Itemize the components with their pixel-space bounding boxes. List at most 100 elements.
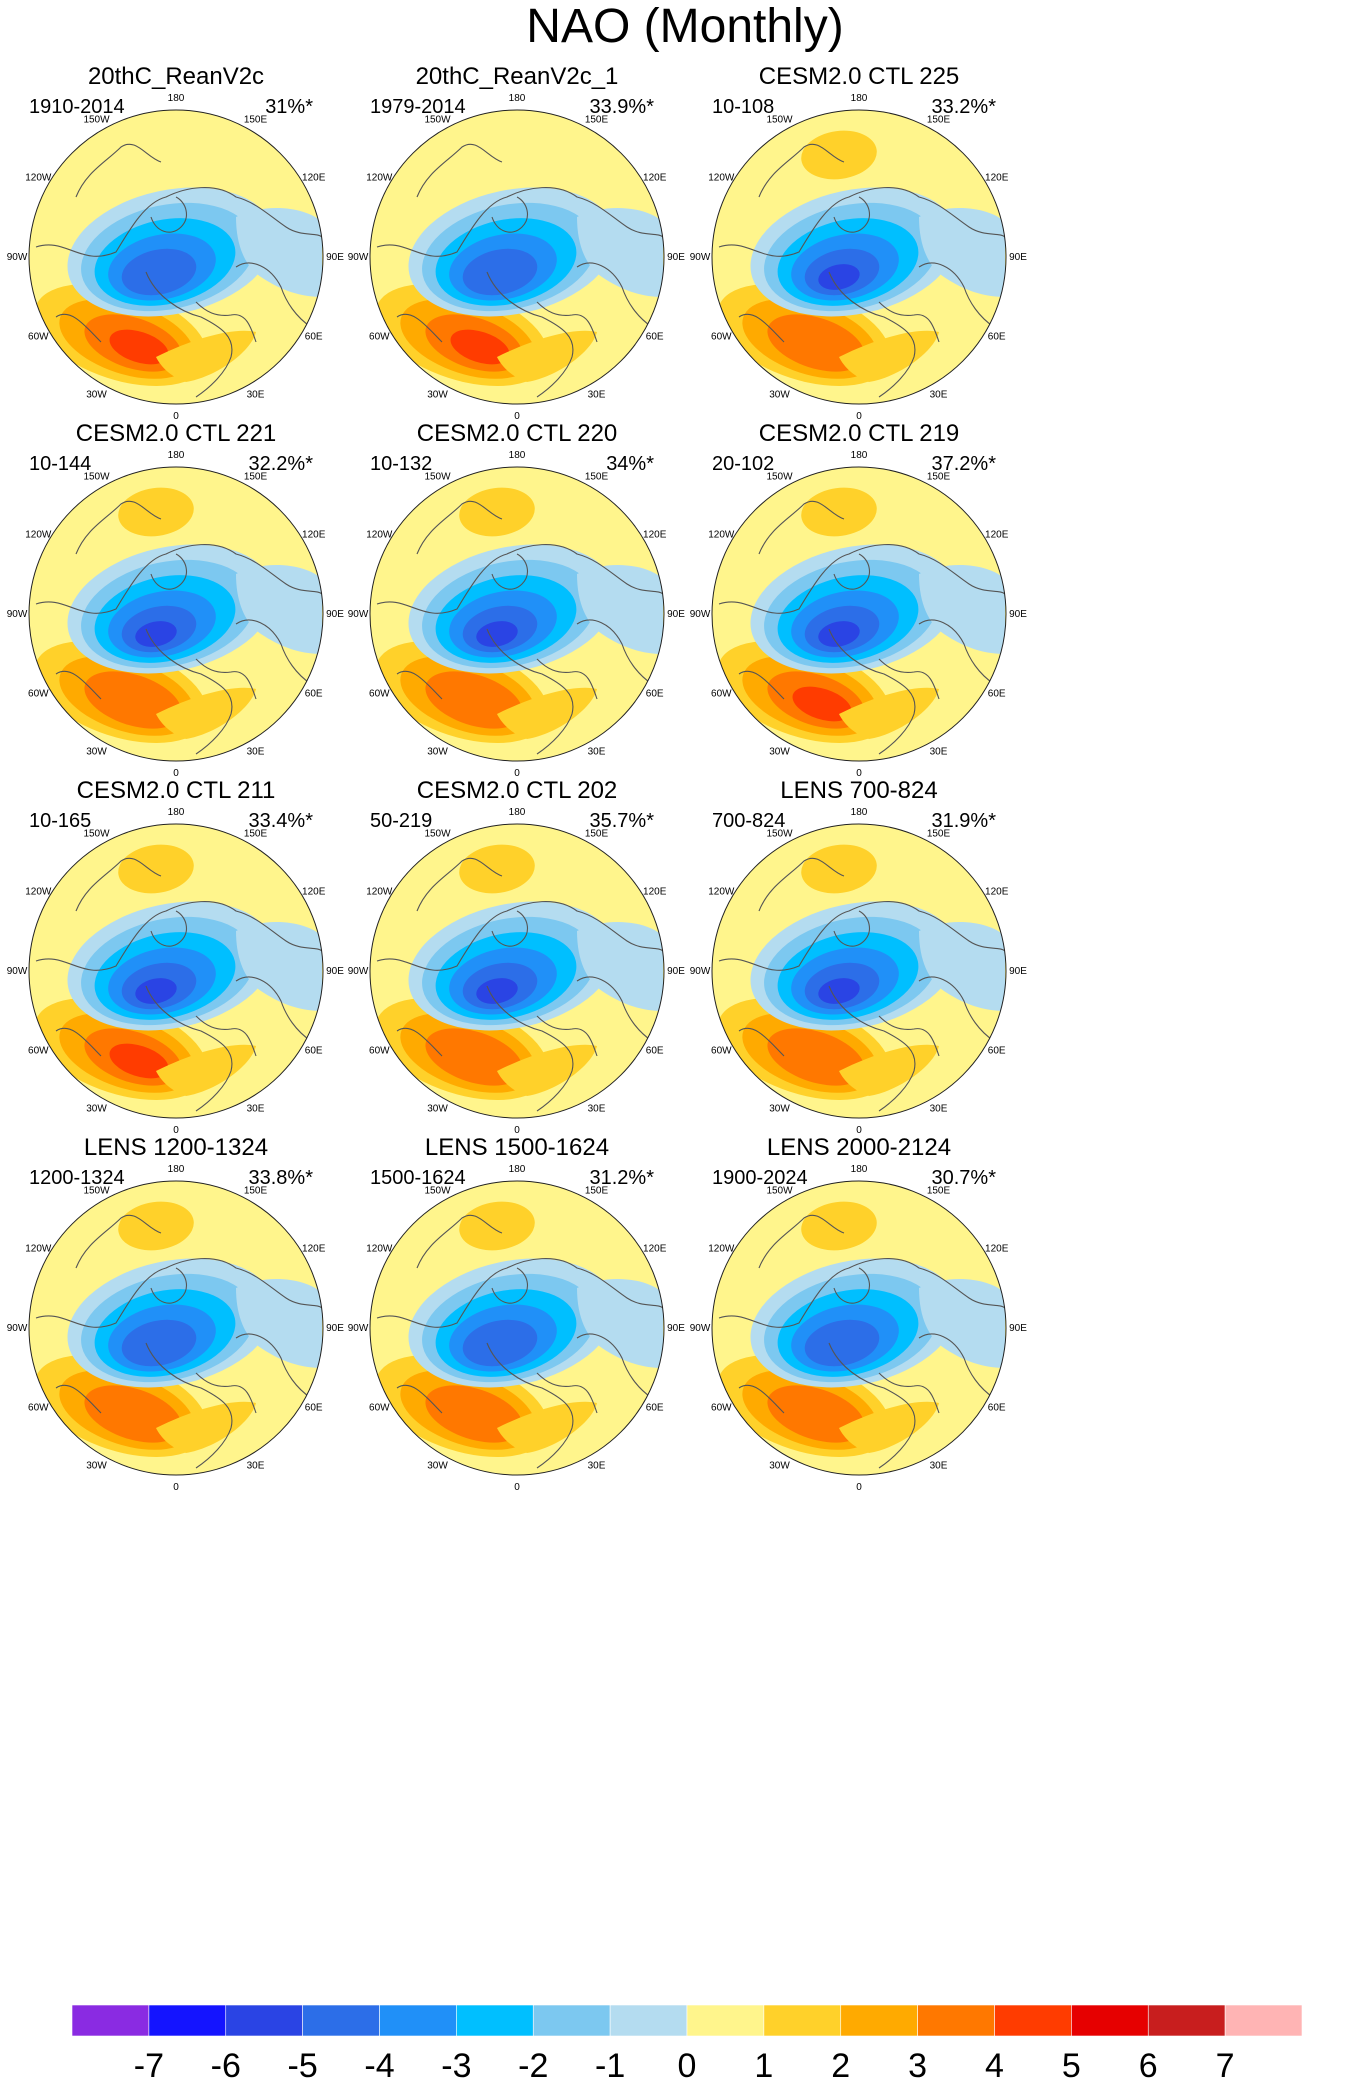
- longitude-label: 60W: [711, 1403, 732, 1414]
- panel-variance: 31.9%*: [932, 810, 997, 832]
- map-panel: 180 150E 120E 90E 60E 30E 0 30W 60W 90W 120W 150W CE…: [7, 777, 345, 1136]
- panel-years: 1979-2014: [370, 96, 466, 118]
- panel-title: LENS 2000-2124: [767, 1134, 951, 1161]
- map-border: [711, 823, 1007, 1119]
- coastline: [878, 1372, 940, 1414]
- longitude-label: 180: [168, 807, 185, 818]
- contour-siberia-negative: [577, 921, 663, 1011]
- colorbar-tick-label: 3: [908, 2047, 927, 2082]
- longitude-label: 30W: [86, 1104, 107, 1115]
- map-border: [369, 1180, 665, 1476]
- map-panel: 180 150E 120E 90E 60E 30E 0 30W 60W 90W 120W 150W CE…: [348, 420, 686, 779]
- coastline: [55, 1027, 102, 1057]
- contour-arctic-negative-6: [135, 621, 177, 647]
- longitude-label: 90E: [326, 609, 344, 620]
- longitude-label: 60W: [28, 1403, 49, 1414]
- colorbar-tick-label: 5: [1062, 2047, 1081, 2082]
- longitude-label: 120W: [708, 173, 735, 184]
- coastline: [235, 262, 312, 328]
- map-body: 180 150E 120E 90E 60E 30E 0 30W 60W 90W 120W 150W: [690, 450, 1028, 779]
- longitude-label: 60W: [28, 1046, 49, 1057]
- longitude-label: 120W: [366, 887, 393, 898]
- map-border: [28, 823, 324, 1119]
- coastline: [416, 857, 503, 912]
- longitude-label: 150W: [766, 828, 793, 839]
- longitude-label: 30E: [588, 390, 606, 401]
- coastline: [35, 900, 323, 971]
- contour-arctic-negative-5: [121, 248, 197, 296]
- panel-years: 1200-1324: [29, 1167, 125, 1189]
- contour-atlantic-positive-4: [109, 329, 169, 365]
- coastline: [145, 985, 233, 1112]
- coastline: [376, 900, 664, 971]
- longitude-label: 30E: [247, 390, 265, 401]
- longitude-label: 180: [168, 450, 185, 461]
- colorbar-swatch: [917, 2004, 995, 2037]
- panel-years: 1500-1624: [370, 1167, 466, 1189]
- coastline: [35, 186, 323, 257]
- contour-siberia-negative: [236, 564, 322, 654]
- longitude-label: 30W: [427, 390, 448, 401]
- panels-group: 180150E120E90E60E30E030W60W90W120W150W20…: [7, 63, 1028, 1493]
- map-body: 180 150E 120E 90E 60E 30E 0 30W 60W 90W 120W 150W: [690, 1164, 1028, 1493]
- colorbar-swatch: [532, 2004, 611, 2037]
- colorbar-swatch: [71, 2004, 150, 2037]
- longitude-label: 120W: [708, 1244, 735, 1255]
- coastline: [235, 976, 312, 1042]
- longitude-label: 120E: [302, 1244, 326, 1255]
- longitude-label: 60E: [305, 689, 323, 700]
- map-body: 180 150E 120E 90E 60E 30E 0 30W 60W 90W 120W 150W: [690, 93, 1028, 422]
- colorbar-swatch: [1224, 2004, 1303, 2037]
- longitude-label: 120E: [985, 1244, 1009, 1255]
- longitude-label: 30W: [427, 1104, 448, 1115]
- longitude-label: 150E: [244, 114, 268, 125]
- longitude-label: 120W: [366, 530, 393, 541]
- longitude-label: 90W: [690, 1323, 711, 1334]
- longitude-label: 60W: [711, 1046, 732, 1057]
- longitude-label: 180: [851, 807, 868, 818]
- longitude-label: 30W: [769, 1461, 790, 1472]
- longitude-label: 120W: [25, 887, 52, 898]
- coastline: [878, 658, 940, 700]
- map-panel: 180 150E 120E 90E 60E 30E 0 30W 60W 90W 120W 150W LE…: [348, 1134, 686, 1493]
- coastline: [416, 500, 503, 555]
- longitude-label: 60E: [305, 332, 323, 343]
- coastline: [738, 1384, 785, 1414]
- longitude-label: 60E: [646, 689, 664, 700]
- coastline: [376, 543, 664, 614]
- longitude-label: 30E: [588, 1104, 606, 1115]
- longitude-label: 90E: [667, 966, 685, 977]
- longitude-label: 150E: [244, 471, 268, 482]
- map-panel: 180 150E 120E 90E 60E 30E 0 30W 60W 90W 120W 150W CE…: [7, 420, 345, 779]
- longitude-label: 120E: [985, 887, 1009, 898]
- longitude-label: 150W: [424, 828, 451, 839]
- colorbar-tick-label: 4: [985, 2047, 1004, 2082]
- contour-siberia-negative: [577, 207, 663, 297]
- coastline: [396, 670, 443, 700]
- longitude-label: 60W: [369, 1403, 390, 1414]
- coastline: [536, 1372, 598, 1414]
- longitude-label: 120W: [708, 887, 735, 898]
- coastline: [75, 500, 162, 555]
- longitude-label: 0: [173, 1125, 179, 1136]
- map-body: 180 150E 120E 90E 60E 30E 0 30W 60W 90W 120W 150W: [7, 807, 345, 1136]
- colorbar-tick-label: 1: [754, 2047, 773, 2082]
- coastline: [376, 1257, 664, 1328]
- contour-arctic-negative-6: [476, 978, 518, 1004]
- contour-siberia-negative: [236, 207, 322, 297]
- coastline: [35, 543, 323, 614]
- coastline: [195, 1015, 257, 1057]
- colorbar-swatch: [148, 2004, 227, 2037]
- coastline: [918, 619, 995, 685]
- coastline: [738, 670, 785, 700]
- longitude-label: 150W: [766, 1185, 793, 1196]
- map-border: [28, 466, 324, 762]
- colorbar-swatch: [763, 2004, 842, 2037]
- longitude-label: 60W: [369, 1046, 390, 1057]
- coastline: [195, 301, 257, 343]
- longitude-label: 120W: [25, 1244, 52, 1255]
- panel-years: 700-824: [712, 810, 785, 832]
- coastline: [758, 1214, 845, 1269]
- coastline: [738, 1027, 785, 1057]
- longitude-label: 0: [514, 1482, 520, 1493]
